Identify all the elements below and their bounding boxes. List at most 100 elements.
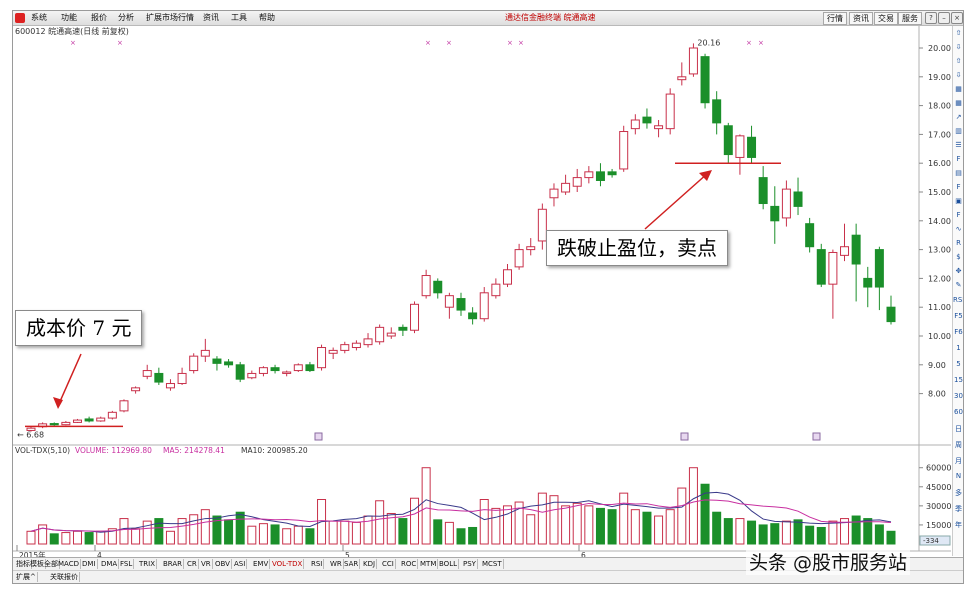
volume-bar — [433, 519, 443, 545]
tab-dma[interactable]: DMA — [101, 559, 120, 569]
volume-bar — [282, 528, 292, 545]
vol-ma10-label: MA10: 200985.20 — [241, 446, 308, 455]
fn-icon[interactable]: F — [956, 183, 961, 191]
period-button-4[interactable]: 5 — [956, 360, 961, 368]
tab-psy[interactable]: PSY — [463, 559, 478, 569]
down-arrow-icon[interactable]: ⇩ — [955, 43, 962, 51]
tab-rsi[interactable]: RSI — [311, 559, 325, 569]
menu-item-7[interactable]: 帮助 — [259, 13, 275, 22]
rsi-icon[interactable]: R — [956, 239, 961, 247]
tab-trix[interactable]: TRIX — [139, 559, 157, 569]
tab-dmi[interactable]: DMI — [82, 559, 98, 569]
vol-ma5-line — [30, 491, 892, 533]
candle-body — [491, 283, 501, 297]
price-tick-label: 12.00 — [928, 274, 951, 283]
news-marker-icon — [812, 432, 821, 441]
trend-icon[interactable]: ↗ — [955, 113, 962, 121]
period-button-2[interactable]: F6 — [954, 328, 963, 336]
grid-icon[interactable]: ▦ — [955, 99, 962, 107]
volume-bar — [72, 530, 82, 545]
date-label: 4 — [97, 551, 102, 560]
period-button-1[interactable]: F5 — [954, 312, 963, 320]
menu-item-2[interactable]: 报价 — [91, 13, 107, 22]
ext-tab-0[interactable]: 扩展^ — [16, 572, 38, 582]
tab-sar[interactable]: SAR — [344, 559, 361, 569]
menu-item-3[interactable]: 分析 — [118, 13, 134, 22]
calc-icon[interactable]: ▣ — [955, 197, 962, 205]
tab-obv[interactable]: OBV — [215, 559, 232, 569]
price-tick-label: 16.00 — [928, 159, 951, 168]
fn-icon[interactable]: F — [956, 211, 961, 219]
tab-指标[interactable]: 指标 — [16, 559, 32, 569]
candle-body — [735, 135, 745, 158]
grid-icon[interactable]: ▦ — [955, 85, 962, 93]
tab-cr[interactable]: CR — [187, 559, 199, 569]
tab-vol-tdx[interactable]: VOL-TDX — [272, 559, 305, 569]
close-icon[interactable]: × — [951, 12, 963, 24]
menu-item-5[interactable]: 资讯 — [203, 13, 219, 22]
tab-vr[interactable]: VR — [201, 559, 213, 569]
tab-mcst[interactable]: MCST — [482, 559, 504, 569]
pen-icon[interactable]: ✎ — [955, 281, 962, 289]
chart-icon[interactable]: ▥ — [955, 127, 962, 135]
up-arrow-icon[interactable]: ⇧ — [955, 57, 962, 65]
period-button-5[interactable]: 15 — [954, 376, 963, 384]
candle-body — [619, 131, 629, 170]
doc-icon[interactable]: ▤ — [955, 169, 962, 177]
tab-mtm[interactable]: MTM — [420, 559, 439, 569]
down-arrow-icon[interactable]: ⇩ — [955, 71, 962, 79]
tab-boll[interactable]: BOLL — [439, 559, 459, 569]
volume-bar — [142, 520, 152, 545]
fn-icon[interactable]: F — [956, 155, 961, 163]
period-button-14[interactable]: 年 — [955, 521, 962, 529]
help-icon[interactable]: ? — [925, 12, 937, 24]
price-tick-label: 20.00 — [928, 44, 951, 53]
tab-cci[interactable]: CCI — [382, 559, 396, 569]
up-arrow-icon[interactable]: ⇧ — [955, 29, 962, 37]
period-button-0[interactable]: RSI — [953, 296, 964, 304]
tab-wr[interactable]: WR — [330, 559, 344, 569]
list-icon[interactable]: ☰ — [955, 141, 962, 149]
tab-fsl[interactable]: FSL — [120, 559, 135, 569]
period-button-11[interactable]: N — [955, 472, 962, 480]
volume-bar — [747, 520, 757, 545]
minimize-icon[interactable]: – — [938, 12, 950, 24]
period-button-8[interactable]: 日 — [955, 425, 962, 433]
tab-brar[interactable]: BRAR — [163, 559, 185, 569]
menu-item-4[interactable]: 扩展市场行情 — [146, 13, 194, 22]
candle-body — [456, 298, 466, 311]
top-button-3[interactable]: 服务 — [898, 12, 922, 25]
tab-全部[interactable]: 全部 — [44, 559, 60, 569]
tab-emv[interactable]: EMV — [253, 559, 271, 569]
candle-body — [270, 367, 280, 372]
volume-bar — [805, 525, 815, 545]
candle-body — [758, 177, 768, 205]
volume-bar — [119, 518, 129, 545]
ext-tab-1[interactable]: 关联报价 — [50, 572, 80, 582]
dollar-icon[interactable]: $ — [956, 253, 961, 261]
tab-macd[interactable]: MACD — [58, 559, 81, 569]
period-button-7[interactable]: 60 — [954, 408, 963, 416]
vol-volume-label: VOLUME: 112969.80 — [75, 446, 152, 455]
menu-item-0[interactable]: 系统 — [31, 13, 47, 22]
top-button-0[interactable]: 行情 — [823, 12, 847, 25]
move-icon[interactable]: ✥ — [955, 267, 962, 275]
period-button-12[interactable]: 多 — [955, 489, 962, 497]
kline-chart[interactable]: 20.0019.0018.0017.0016.0015.0014.0013.00… — [13, 11, 963, 583]
menu-item-1[interactable]: 功能 — [61, 13, 77, 22]
period-button-10[interactable]: 月 — [955, 457, 962, 465]
period-button-9[interactable]: 周 — [955, 441, 962, 449]
candle-body — [328, 349, 338, 354]
wave-icon[interactable]: ∿ — [955, 225, 962, 233]
tab-模板[interactable]: 模板 — [30, 559, 46, 569]
period-button-3[interactable]: 1 — [956, 344, 961, 352]
candle-body — [72, 419, 82, 423]
tab-asi[interactable]: ASI — [234, 559, 248, 569]
period-button-13[interactable]: 季 — [955, 505, 962, 513]
period-button-6[interactable]: 30 — [954, 392, 963, 400]
tab-kdj[interactable]: KDJ — [363, 559, 378, 569]
tab-roc[interactable]: ROC — [401, 559, 419, 569]
menu-item-6[interactable]: 工具 — [231, 13, 247, 22]
top-button-2[interactable]: 交易 — [874, 12, 898, 25]
top-button-1[interactable]: 资讯 — [849, 12, 873, 25]
